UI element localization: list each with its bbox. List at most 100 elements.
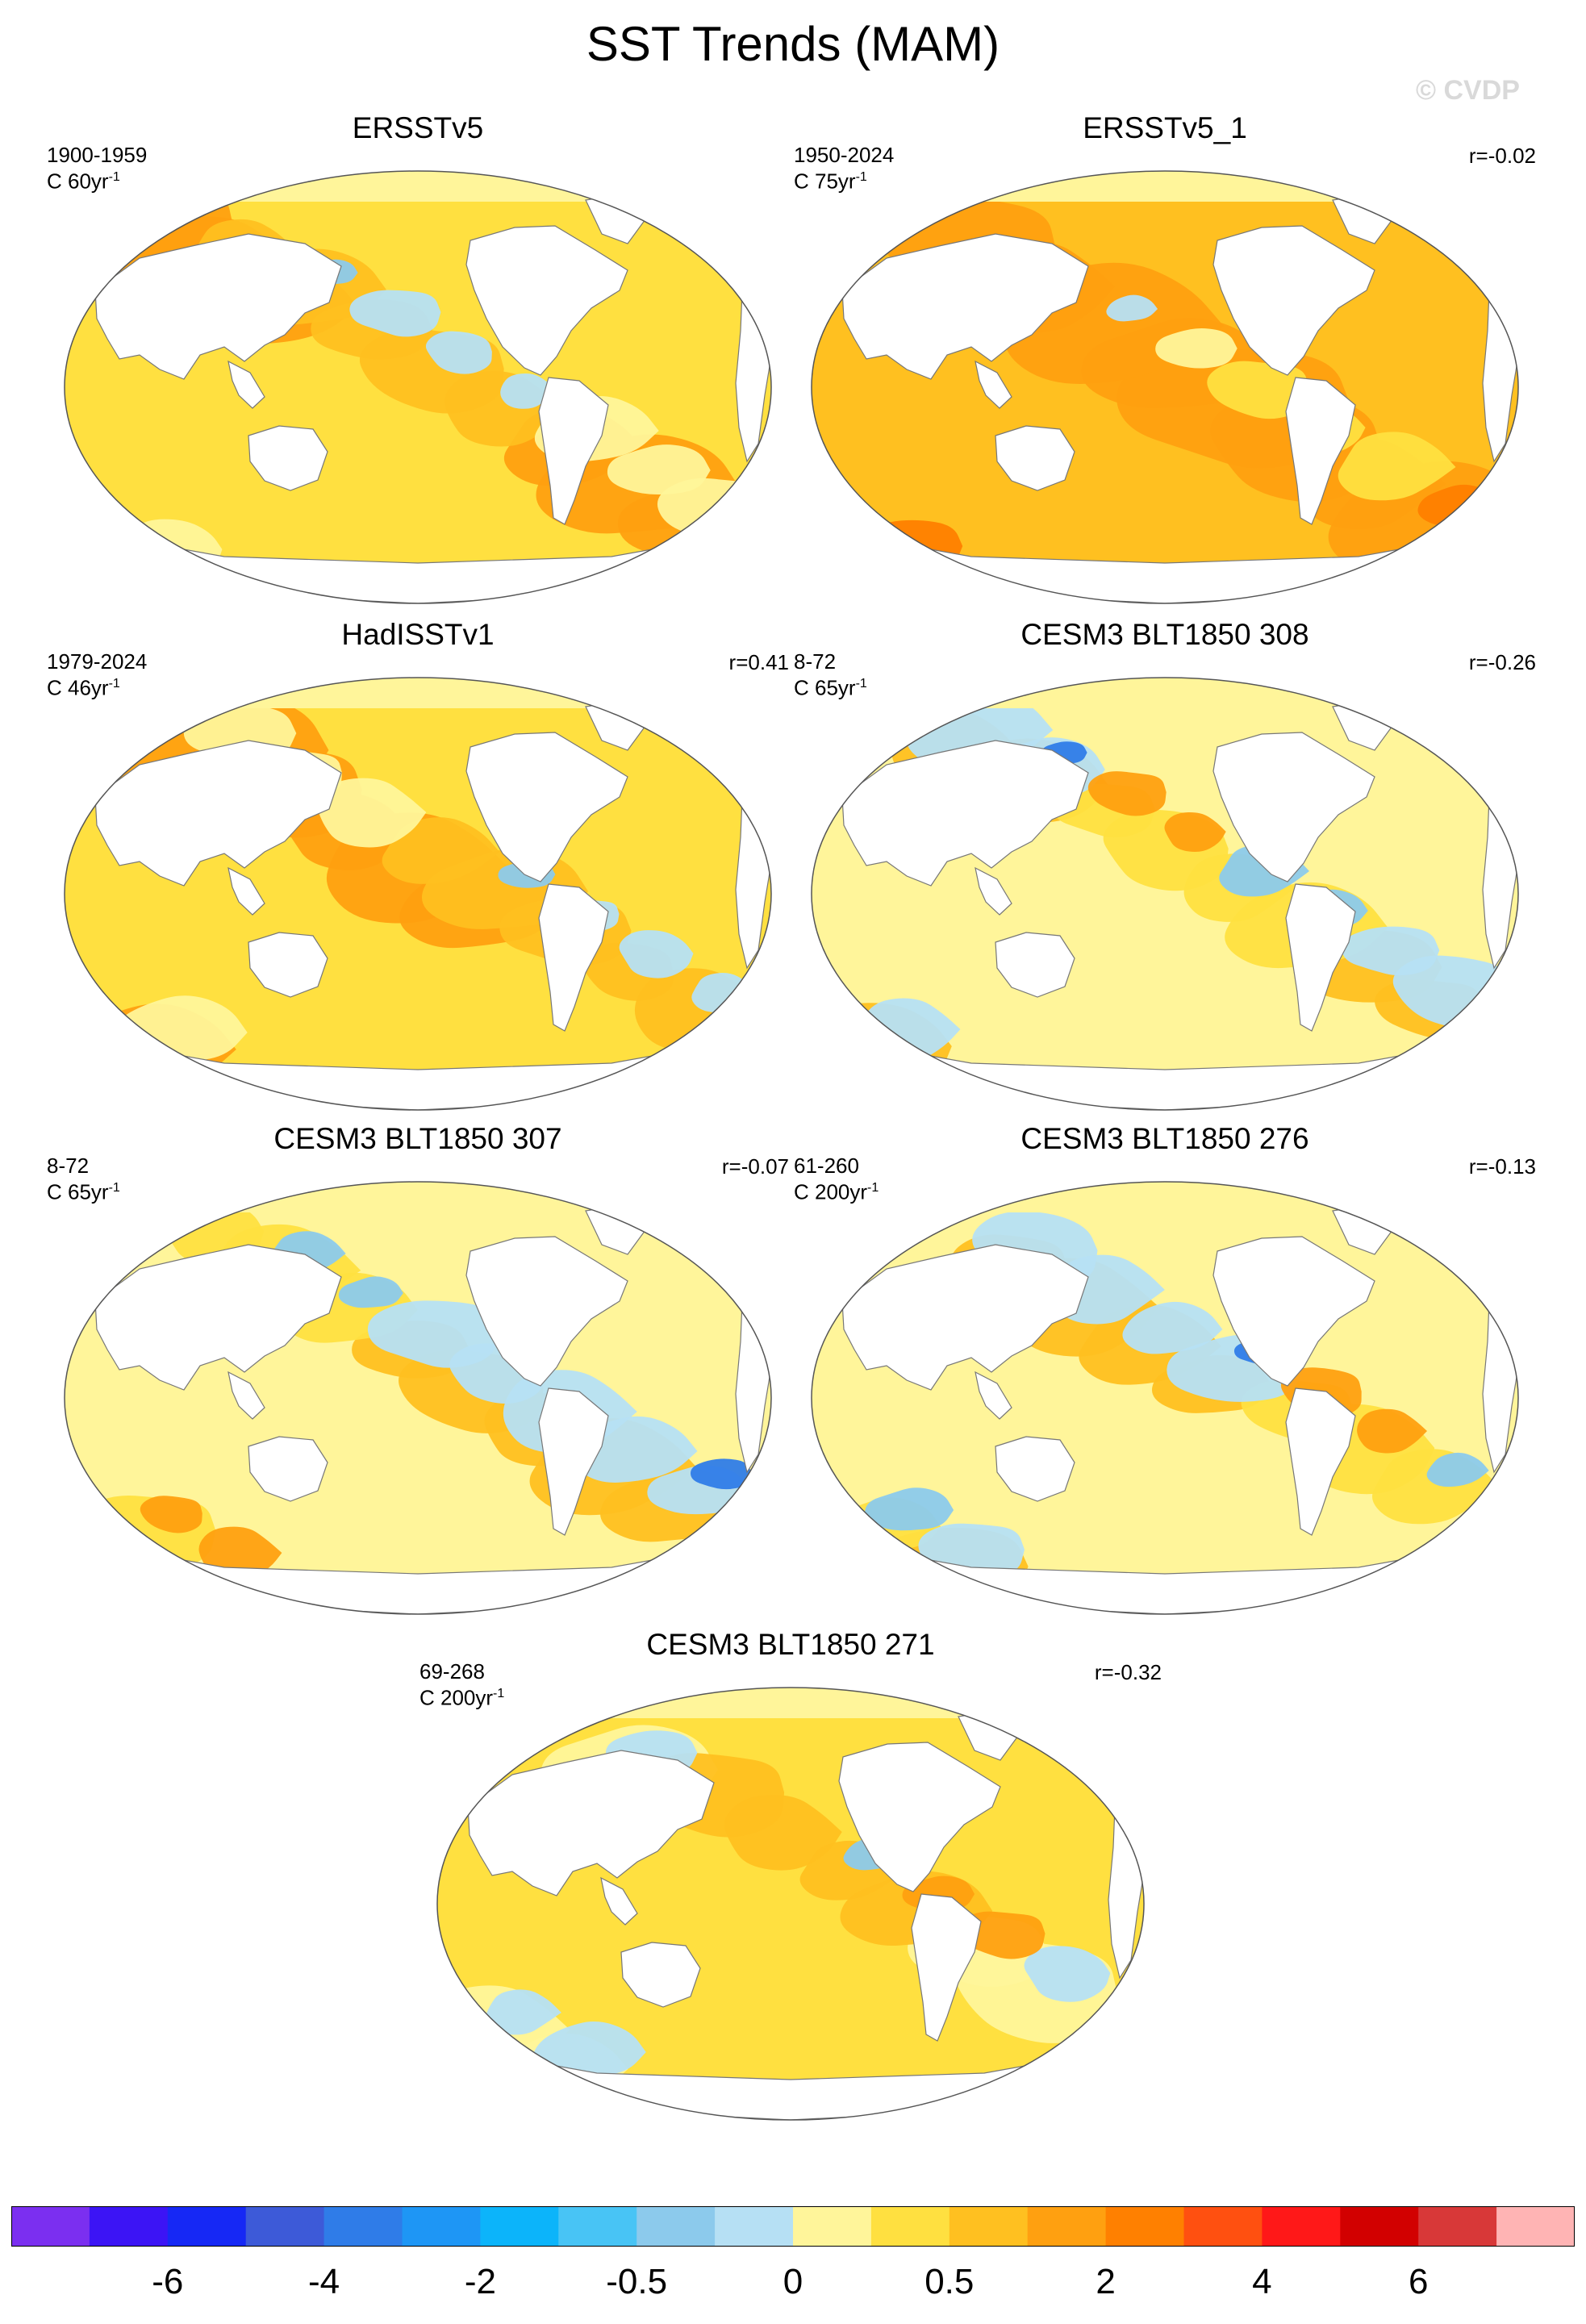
trend-anomaly-region: [1338, 432, 1456, 501]
trend-anomaly-region: [318, 778, 427, 848]
trend-anomaly-region: [619, 930, 694, 978]
panel-period: 8-72: [794, 649, 837, 674]
land-indochina-indonesia: [975, 360, 1012, 409]
land-indochina-indonesia: [975, 1371, 1012, 1420]
map-panel: CESM3 BLT1850 307 8-72 C 65yr-1 r=-0.07: [47, 1122, 789, 1632]
colorbar-tick-label: -2: [464, 2262, 496, 2301]
colorbar-swatch: [793, 2206, 872, 2247]
sst-trend-map: [64, 1181, 772, 1615]
sst-trend-map: [811, 1181, 1519, 1615]
land-africa-europe: [1482, 257, 1518, 463]
colorbar-swatch: [1418, 2206, 1497, 2247]
sst-trend-map: [811, 677, 1519, 1111]
panel-trend-units: C 65yr: [794, 675, 856, 700]
panel-period-info: 1900-1959 C 60yr-1: [47, 144, 147, 193]
arctic-band: [208, 171, 628, 202]
map-outline: [64, 170, 772, 604]
colorbar-tick-label: 2: [1096, 2262, 1116, 2301]
panel-correlation: r=0.41: [728, 650, 789, 674]
land-south-america: [1285, 883, 1356, 1032]
colorbar-swatch: [949, 2206, 1029, 2247]
panel-title: ERSSTv5_1: [1083, 111, 1247, 144]
panel-trend-units: C 65yr: [47, 1179, 109, 1204]
arctic-band: [955, 171, 1375, 202]
map-outline: [436, 1687, 1145, 2121]
land-indochina-indonesia: [975, 866, 1012, 916]
land-south-america: [538, 377, 609, 525]
trend-anomaly-region: [855, 519, 963, 574]
panel-trend-exponent: -1: [108, 677, 120, 691]
trend-anomaly-region: [532, 2022, 646, 2080]
land-north-america: [465, 1236, 628, 1387]
land-indochina-indonesia: [227, 1371, 265, 1420]
panel-trend-units: C 200yr: [794, 1179, 868, 1204]
trend-anomaly-region: [1122, 1301, 1223, 1354]
land-africa-europe: [1108, 1773, 1144, 1980]
colorbar-frame: [11, 2206, 1575, 2247]
map-panel: CESM3 BLT1850 271 69-268 C 200yr-1 r=-0.32: [419, 1628, 1162, 2138]
panel-period: 1979-2024: [47, 649, 148, 674]
trend-anomaly-region: [349, 290, 441, 337]
land-south-america: [911, 1893, 982, 2042]
land-indochina-indonesia: [227, 866, 265, 916]
colorbar-swatch: [11, 2206, 90, 2247]
panel-correlation: r=-0.32: [1094, 1660, 1162, 1684]
panel-title: CESM3 BLT1850 271: [646, 1628, 935, 1661]
land-south-america: [1285, 377, 1356, 525]
colorbar-swatch: [167, 2206, 247, 2247]
land-australia: [995, 932, 1075, 998]
colorbar-tick-label: 6: [1408, 2262, 1429, 2301]
land-south-america: [1285, 1387, 1356, 1536]
panel-title: ERSSTv5: [352, 111, 484, 144]
panel-trend-units: C 200yr: [419, 1685, 494, 1710]
panel-trend-exponent: -1: [493, 1687, 505, 1700]
land-africa-europe: [735, 763, 771, 970]
colorbar-swatch: [89, 2206, 169, 2247]
panel-period-info: 8-72 C 65yr-1: [47, 1154, 120, 1204]
panel-title: HadISSTv1: [341, 618, 495, 651]
trend-anomaly-region: [1357, 1408, 1427, 1454]
land-australia: [995, 425, 1075, 491]
trend-anomaly-region: [1426, 1452, 1489, 1487]
panel-period-info: 1950-2024 C 75yr-1: [794, 144, 894, 193]
land-asia: [841, 1244, 1089, 1391]
trend-anomaly-region: [338, 1276, 403, 1308]
panel-trend-units: C 46yr: [47, 675, 109, 700]
trend-anomaly-region: [1207, 361, 1309, 419]
map-panel: ERSSTv5 1900-1959 C 60yr-1: [47, 111, 789, 621]
panel-trend-exponent: -1: [867, 1181, 879, 1195]
land-africa-europe: [735, 257, 771, 463]
panel-period: 1900-1959: [47, 143, 148, 167]
land-south-america: [538, 1387, 609, 1536]
colorbar-swatch: [1183, 2206, 1263, 2247]
trend-anomaly-region: [382, 817, 500, 884]
trend-anomaly-region: [1087, 771, 1167, 816]
colorbar-tick-label: -6: [152, 2262, 184, 2301]
map-panel: HadISSTv1 1979-2024 C 46yr-1 r=0.41: [47, 618, 789, 1128]
sst-trend-map: [64, 170, 772, 604]
panel-period-info: 69-268 C 200yr-1: [419, 1660, 504, 1709]
land-north-america: [465, 732, 628, 882]
colorbar-tick-label: 0.5: [924, 2262, 975, 2301]
map-outline: [811, 677, 1519, 1111]
panel-title: CESM3 BLT1850 276: [1020, 1122, 1309, 1155]
land-africa-europe: [1482, 1267, 1518, 1474]
cvdp-watermark: © CVDP: [1416, 75, 1520, 106]
colorbar-tick-label: 0: [783, 2262, 803, 2301]
map-outline: [64, 1181, 772, 1615]
land-asia: [841, 740, 1089, 887]
land-asia: [94, 740, 342, 887]
trend-anomaly-region: [486, 1989, 561, 2035]
land-north-america: [465, 225, 628, 376]
colorbar-swatch: [636, 2206, 716, 2247]
arctic-band: [208, 678, 628, 708]
panel-correlation: r=-0.02: [1468, 144, 1536, 168]
map-panel: ERSSTv5_1 1950-2024 C 75yr-1 r=-0.02: [794, 111, 1536, 621]
colorbar-swatch: [1027, 2206, 1107, 2247]
panel-period-info: 8-72 C 65yr-1: [794, 650, 867, 699]
trend-anomaly-region: [367, 1300, 500, 1368]
land-north-america: [838, 1742, 1001, 1892]
panel-trend-units: C 60yr: [47, 169, 109, 194]
trend-anomaly-region: [140, 1496, 202, 1533]
trend-anomaly-region: [1342, 926, 1440, 976]
